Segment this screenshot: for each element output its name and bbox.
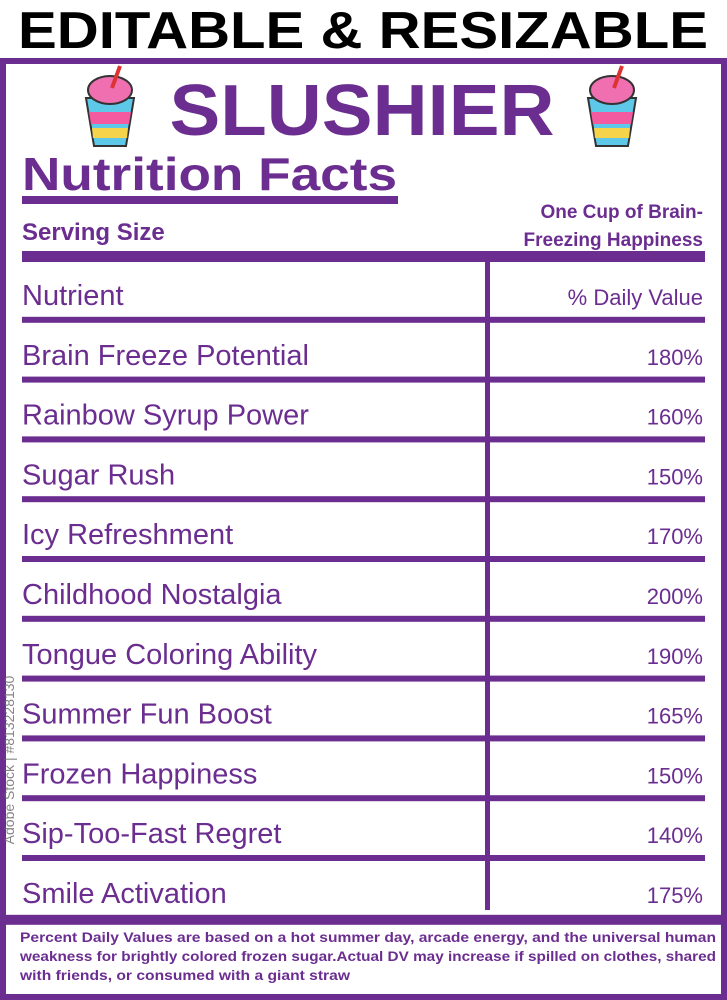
daily-value: 170% [647,524,703,549]
row-rule [22,675,705,682]
row-rule [22,615,705,622]
nutrient-name: Smile Activation [22,878,227,910]
nutrient-name: Brain Freeze Potential [22,340,309,372]
nutrient-name: Summer Fun Boost [22,699,272,731]
row-rule [22,496,705,503]
nutrient-name: Icy Refreshment [22,519,233,551]
nutrient-name: Rainbow Syrup Power [22,400,309,432]
title: SLUSHIER [170,71,555,151]
daily-value: 150% [647,464,703,489]
thick-rule [3,914,724,925]
row-rule [22,436,705,443]
subtitle-underline [22,196,398,204]
row-rule [22,855,705,861]
banner: EDITABLE & RESIZABLE [18,2,708,60]
nutrient-name: Sugar Rush [22,459,175,491]
serving-label: Serving Size [22,219,165,246]
daily-value: 165% [647,704,703,729]
daily-value: 160% [647,405,703,430]
row-rule [22,795,705,802]
daily-value: 150% [647,763,703,788]
serving-value: Freezing Happiness [524,230,704,251]
subtitle: Nutrition Facts [22,148,397,200]
cup-icon [586,65,638,147]
footnote: weakness for brightly colored frozen sug… [19,949,716,964]
column-header: Nutrient [22,280,124,312]
column-header: % Daily Value [568,285,703,310]
watermark: Adobe Stock | #813228130 [1,675,17,844]
thick-rule [22,251,705,262]
nutrient-name: Sip-Too-Fast Regret [22,818,282,850]
footnote: Percent Daily Values are based on a hot … [20,930,716,945]
daily-value: 140% [647,823,703,848]
row-rule [22,556,705,562]
row-rule [22,376,705,383]
serving-value: One Cup of Brain- [540,202,703,223]
cup-icon [84,65,136,147]
row-rule [22,735,705,742]
frame [0,58,727,1000]
row-rule [22,316,705,323]
nutrient-name: Childhood Nostalgia [22,579,282,611]
column-divider [485,262,490,910]
footnote: with friends, or consumed with a giant s… [19,968,351,983]
nutrient-name: Tongue Coloring Ability [22,639,318,671]
daily-value: 190% [647,644,703,669]
daily-value: 175% [647,883,703,908]
nutrient-name: Frozen Happiness [22,758,257,790]
daily-value: 200% [647,584,703,609]
daily-value: 180% [647,345,703,370]
